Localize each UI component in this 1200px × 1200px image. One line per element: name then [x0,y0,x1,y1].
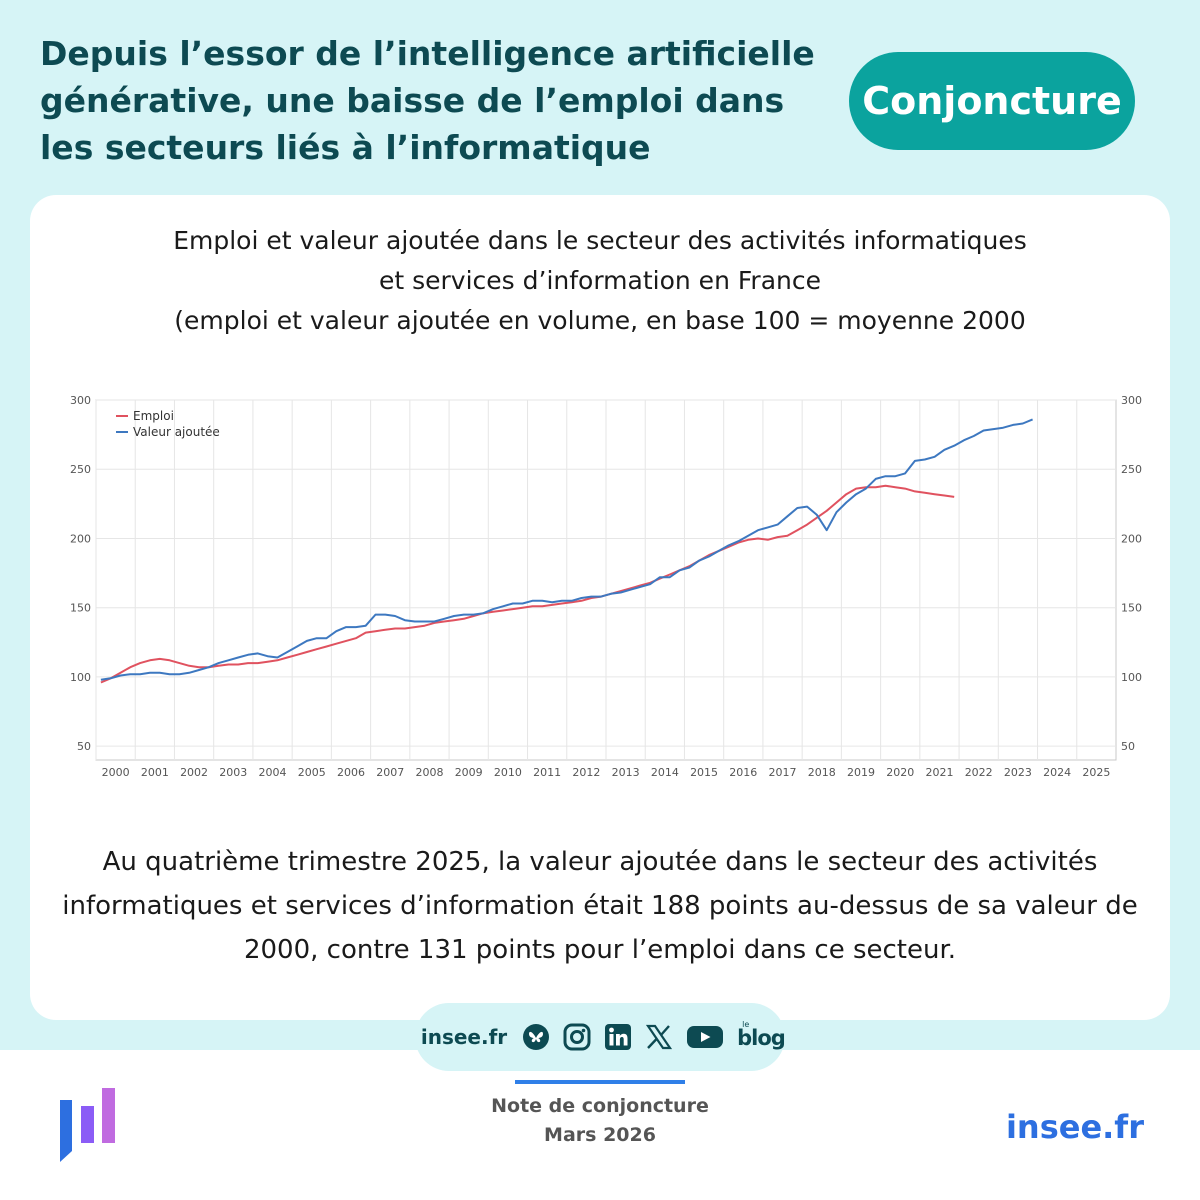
y-tick-label-left: 300 [70,394,91,407]
x-tick-label: 2016 [729,766,757,779]
y-tick-label-right: 200 [1121,532,1142,545]
x-tick-label: 2020 [886,766,914,779]
blog-label: blog [737,1026,786,1050]
blog-le-label: le [742,1020,750,1029]
chart-title-line: et services d’information en France [378,266,821,295]
x-tick-label: 2011 [533,766,561,779]
footer-divider [515,1080,685,1084]
x-icon[interactable] [645,1023,673,1051]
x-tick-label: 2007 [376,766,404,779]
x-tick-label: 2005 [298,766,326,779]
x-tick-label: 2017 [769,766,797,779]
x-tick-label: 2014 [651,766,679,779]
series-line-emploi [100,484,955,684]
x-tick-label: 2021 [925,766,953,779]
y-tick-label-right: 100 [1121,671,1142,684]
social-site-link[interactable]: insee.fr [420,1025,508,1049]
y-tick-label-left: 200 [70,532,91,545]
x-tick-label: 2023 [1004,766,1032,779]
linkedin-icon[interactable] [604,1023,632,1051]
publication-note: Note de conjoncture Mars 2026 [0,1092,1200,1150]
headline: Depuis l’essor de l’intelligence artific… [40,30,830,171]
headline-line: générative, une baisse de l’emploi dans [40,81,785,120]
top-band: Depuis l’essor de l’intelligence artific… [0,0,1200,1050]
bluesky-icon[interactable] [522,1023,550,1051]
chart-card: Emploi et valeur ajoutée dans le secteur… [30,195,1170,1020]
x-tick-label: 2000 [102,766,130,779]
y-tick-label-left: 100 [70,671,91,684]
x-tick-label: 2024 [1043,766,1071,779]
x-tick-label: 2002 [180,766,208,779]
youtube-icon[interactable] [686,1023,724,1051]
chart-caption: Au quatrième trimestre 2025, la valeur a… [62,847,1138,965]
insee-site-link[interactable]: insee.fr [1005,1108,1144,1146]
x-tick-label: 2006 [337,766,365,779]
y-tick-label-right: 250 [1121,463,1142,476]
conjoncture-badge: Conjoncture [849,52,1135,150]
y-tick-label-right: 50 [1121,740,1135,753]
x-tick-label: 2022 [965,766,993,779]
x-tick-label: 2019 [847,766,875,779]
legend-label: Emploi [133,409,174,423]
headline-line: Depuis l’essor de l’intelligence artific… [40,34,815,73]
x-tick-label: 2012 [572,766,600,779]
insee-logo [60,1088,115,1162]
x-tick-label: 2018 [808,766,836,779]
x-tick-label: 2001 [141,766,169,779]
y-tick-label-left: 50 [77,740,91,753]
x-tick-label: 2015 [690,766,718,779]
chart-title: Emploi et valeur ajoutée dans le secteur… [30,221,1170,341]
x-tick-label: 2003 [219,766,247,779]
y-tick-label-left: 250 [70,463,91,476]
headline-line: les secteurs liés à l’informatique [40,128,651,167]
chart-title-line: (emploi et valeur ajoutée en volume, en … [174,306,1026,335]
x-tick-label: 2025 [1082,766,1110,779]
note-title: Note de conjoncture [491,1095,709,1117]
x-tick-label: 2009 [455,766,483,779]
legend-label: Valeur ajoutée [133,425,220,439]
y-tick-label-left: 150 [70,602,91,615]
x-tick-label: 2013 [612,766,640,779]
social-bar: insee.fr le blog [415,1003,786,1071]
series-line-valeur-ajoutee [100,418,1033,681]
y-tick-label-right: 150 [1121,602,1142,615]
y-tick-label-right: 300 [1121,394,1142,407]
chart-title-line: Emploi et valeur ajoutée dans le secteur… [173,226,1027,255]
blog-icon[interactable]: le blog [737,1020,786,1054]
x-tick-label: 2004 [259,766,287,779]
line-chart: 2000 2001 2002 2003 2004 2005 2006 2007 2008 2009… [70,394,1142,779]
x-tick-label: 2010 [494,766,522,779]
note-date: Mars 2026 [544,1124,656,1146]
x-tick-label: 2008 [415,766,443,779]
instagram-icon[interactable] [563,1023,591,1051]
